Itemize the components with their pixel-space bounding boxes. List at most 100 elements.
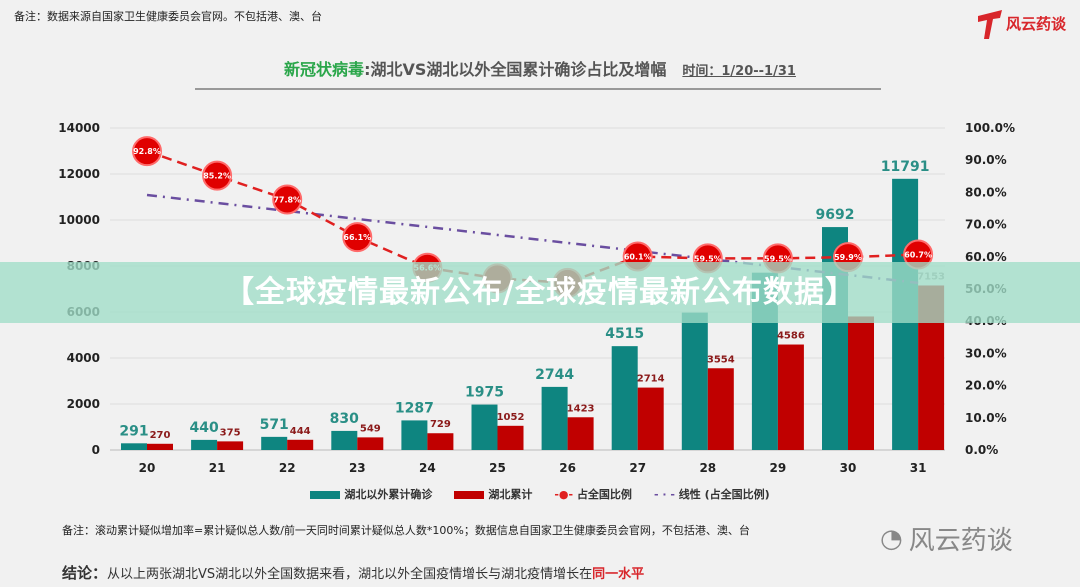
bar-label-hubei: 375 [220,427,241,438]
bar-label-hubei: 2714 [637,374,665,385]
y2-tick-label: 80.0% [965,185,1007,199]
x-tick-label: 26 [559,461,576,475]
bar-label-outside: 571 [260,417,289,433]
bar-label-hubei: 549 [360,423,381,434]
y-tick-label: 2000 [67,397,100,411]
x-tick-label: 22 [279,461,296,475]
x-tick-label: 27 [629,461,646,475]
bar-outside [121,443,147,450]
ratio-label: 60.1% [624,252,652,261]
bar-hubei [848,316,874,450]
bar-outside [611,346,638,450]
x-tick-label: 31 [910,461,927,475]
title-main: :湖北VS湖北以外全国累计确诊占比及增幅 [364,60,667,79]
bar-label-outside: 2744 [535,367,574,383]
bar-hubei [147,443,173,450]
ratio-label: 85.2% [203,172,231,181]
y2-tick-label: 20.0% [965,379,1007,393]
bar-outside [261,436,288,450]
x-tick-label: 23 [349,461,366,475]
bar-label-outside: 9692 [816,207,855,223]
y2-tick-label: 100.0% [965,121,1015,135]
bar-label-outside: 1287 [395,400,434,416]
chart-title: 新冠状病毒:湖北VS湖北以外全国累计确诊占比及增幅 时间：1/20--1/31 [0,56,1080,80]
bar-hubei [287,439,314,450]
trend-line [146,193,919,285]
bar-hubei [637,387,664,450]
x-tick-label: 25 [489,461,506,475]
y-tick-label: 0 [92,443,100,457]
logo-text: 风云药谈 [1005,14,1066,33]
conclusion: 结论：从以上两张湖北VS湖北以外全国数据来看，湖北以外全国疫情增长与湖北疫情增长… [62,564,645,582]
wechat-icon: ◔ [880,523,903,554]
bar-label-hubei: 1052 [497,412,525,423]
x-tick-label: 28 [699,461,716,475]
y-tick-label: 10000 [58,213,100,227]
bar-label-hubei: 4586 [777,331,805,342]
ratio-point [342,222,373,253]
legend: 湖北以外累计确诊 湖北累计 -●- 占全国比例 - · - 线性 (占全国比例) [0,486,1080,502]
bar-label-outside: 4515 [605,326,644,342]
bar-label-hubei: 729 [430,419,451,430]
ratio-point [272,184,303,215]
ratio-point [202,160,233,191]
ratio-label: 59.9% [834,253,862,262]
bar-hubei [217,441,244,450]
bar-label-outside: 440 [189,420,218,436]
overlay-banner: 【全球疫情最新公布/全球疫情最新公布数据】 [0,262,1080,323]
title-time: 时间：1/20--1/31 [682,64,796,79]
title-green: 新冠状病毒 [284,60,365,79]
y-tick-label: 12000 [58,167,100,181]
x-tick-label: 20 [139,461,156,475]
bar-label-hubei: 1423 [567,403,595,414]
bar-hubei [357,437,384,450]
x-tick-label: 21 [209,461,226,475]
bar-label-outside: 11791 [881,159,930,175]
y-tick-label: 4000 [67,351,100,365]
bar-outside [191,439,218,450]
bar-label-hubei: 444 [290,426,311,437]
logo: 风云药谈 [974,6,1066,40]
y2-tick-label: 0.0% [965,443,998,457]
bar-outside [471,404,498,450]
ratio-label: 77.8% [273,195,301,204]
y2-tick-label: 90.0% [965,153,1007,167]
bar-label-outside: 830 [330,411,359,427]
legend-item-outside: 湖北以外累计确诊 [310,486,432,502]
bar-hubei [427,433,454,450]
bottom-note: 备注：滚动累计疑似增加率=累计疑似总人数/前一天同时间累计疑似总人数*100%；… [62,524,750,537]
bar-outside [401,420,428,450]
ratio-label: 59.5% [694,254,722,263]
bar-hubei [567,417,594,450]
y-tick-label: 14000 [58,121,100,135]
legend-item-hubei: 湖北累计 [454,486,532,502]
legend-item-trend: - · - 线性 (占全国比例) [653,488,770,501]
bar-label-hubei: 3554 [707,354,735,365]
title-divider [195,88,881,90]
legend-item-ratio: -●- 占全国比例 [554,488,632,501]
x-tick-label: 30 [840,461,857,475]
bar-label-outside: 291 [119,423,148,439]
top-note: 备注：数据来源自国家卫生健康委员会官网。不包括港、澳、台 [14,10,322,23]
bar-outside [681,312,708,450]
ratio-point [132,136,162,167]
y2-tick-label: 60.0% [965,250,1007,264]
bar-label-hubei: 270 [150,430,171,441]
bar-outside [541,386,568,450]
y2-tick-label: 10.0% [965,411,1007,425]
ratio-label: 92.8% [133,147,161,156]
ratio-label: 60.7% [904,251,932,260]
y2-tick-label: 30.0% [965,346,1007,360]
x-tick-label: 29 [770,461,787,475]
bar-hubei [497,425,524,450]
x-tick-label: 24 [419,461,436,475]
red-cross-logo-icon [977,10,1002,39]
bar-hubei [777,344,804,450]
bar-outside [331,430,358,450]
y2-tick-label: 70.0% [965,218,1007,232]
bar-hubei [707,368,734,450]
bar-label-outside: 1975 [465,385,504,401]
ratio-label: 66.1% [343,233,371,242]
watermark: ◔ 风云药谈 [880,523,1013,557]
ratio-label: 59.5% [764,254,792,263]
